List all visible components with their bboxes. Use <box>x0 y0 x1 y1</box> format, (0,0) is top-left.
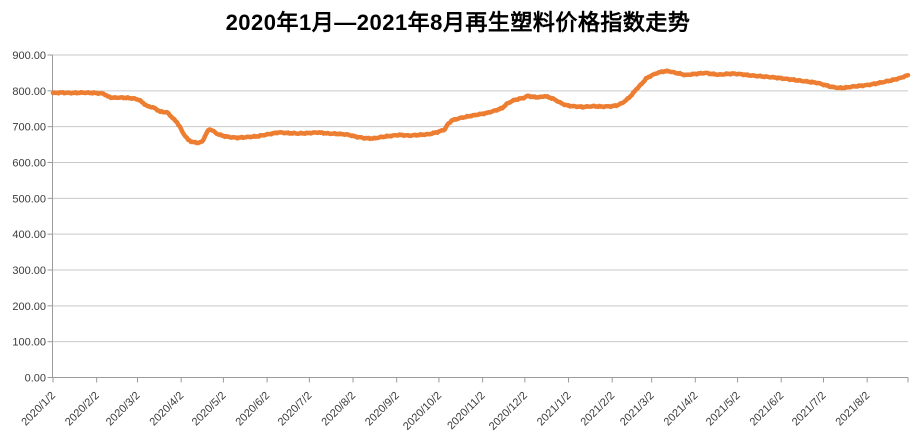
y-tick-label: 500.00 <box>12 193 46 205</box>
x-tick-label: 2020/6/2 <box>233 390 272 429</box>
x-tick-label: 2021/1/2 <box>535 390 574 429</box>
price-index-series-line <box>50 68 911 146</box>
x-tick-label: 2021/5/2 <box>704 390 743 429</box>
y-axis-labels: 0.00 100.00 200.00 300.00 400.00 500.00 600.00… <box>12 50 46 385</box>
y-tick-label: 600.00 <box>12 158 46 170</box>
x-tick-label: 2020/7/2 <box>276 390 315 429</box>
y-tick-label: 400.00 <box>12 229 46 241</box>
x-tick-label: 2020/12/2 <box>487 390 530 433</box>
chart-title: 2020年1月—2021年8月再生塑料价格指数走势 <box>225 10 691 35</box>
x-tick-label: 2020/3/2 <box>104 390 143 429</box>
x-tick-label: 2020/11/2 <box>445 390 488 433</box>
axes <box>52 55 908 378</box>
y-tick-label: 800.00 <box>12 86 46 98</box>
x-tick-label: 2021/8/2 <box>834 390 873 429</box>
series <box>50 68 911 146</box>
x-axis-labels: 2020/1/2 2020/2/2 2020/3/2 2020/4/2 2020/5/2… <box>19 390 872 433</box>
x-tick-label: 2021/7/2 <box>790 390 829 429</box>
y-tick-label: 700.00 <box>12 122 46 134</box>
x-tick-label: 2021/3/2 <box>618 390 657 429</box>
gridlines <box>52 54 908 343</box>
x-tick-label: 2020/2/2 <box>63 390 102 429</box>
x-tick-label: 2021/6/2 <box>748 390 787 429</box>
y-tick-label: 200.00 <box>12 301 46 313</box>
x-tick-label: 2021/4/2 <box>662 390 701 429</box>
x-tick-label: 2020/9/2 <box>363 390 402 429</box>
x-tick-label: 2020/4/2 <box>148 390 187 429</box>
y-tick-label: 300.00 <box>12 265 46 277</box>
x-tick-label: 2020/5/2 <box>190 390 229 429</box>
tick-marks <box>47 54 909 383</box>
y-tick-label: 100.00 <box>12 337 46 349</box>
x-tick-label: 2020/10/2 <box>401 390 444 433</box>
y-tick-label: 0.00 <box>25 373 46 385</box>
x-tick-label: 2020/8/2 <box>319 390 358 429</box>
x-tick-label: 2021/2/2 <box>579 390 618 429</box>
y-tick-label: 900.00 <box>12 50 46 62</box>
x-tick-label: 2020/1/2 <box>19 390 58 429</box>
